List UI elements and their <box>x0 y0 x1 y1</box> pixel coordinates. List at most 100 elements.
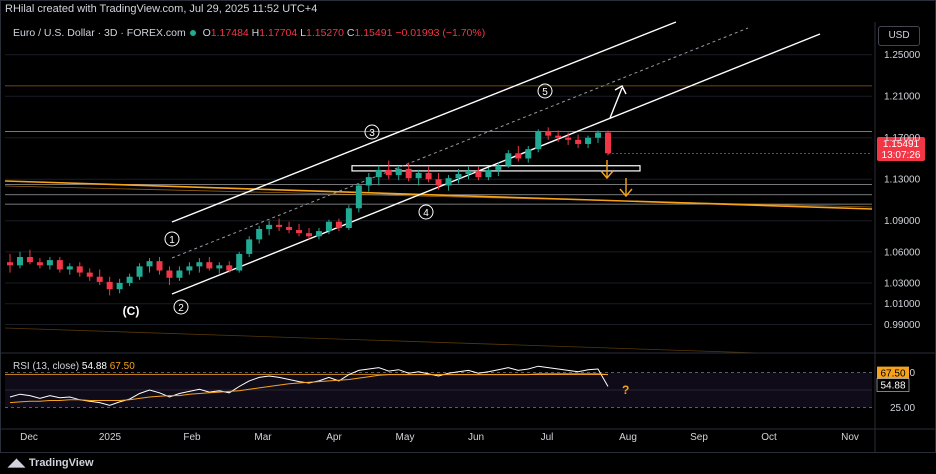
candle-body <box>335 221 342 228</box>
candle-body <box>86 272 93 277</box>
time-tick-label: Dec <box>20 432 38 443</box>
price-tick-label: 0.99000 <box>884 320 921 331</box>
price-tick-label: 1.01000 <box>884 299 921 310</box>
channel-upper-line <box>171 21 677 223</box>
brand-name: TradingView <box>28 457 94 469</box>
candle-body <box>156 261 163 271</box>
price-change: −0.01993 (−1.70%) <box>395 27 486 39</box>
candle-body <box>355 185 362 209</box>
candle-body <box>465 170 472 175</box>
ohlc-value-l: 1.15270 <box>305 27 347 39</box>
candle-body <box>485 169 492 178</box>
ohlc-value-h: 1.17704 <box>259 27 301 39</box>
price-tick-label: 1.17000 <box>884 133 921 144</box>
currency-button[interactable]: USD <box>878 26 920 46</box>
candle-body <box>236 253 243 271</box>
chart-credit: RHilal created with TradingView.com, Jul… <box>5 3 318 15</box>
time-tick-label: Nov <box>841 432 859 443</box>
wave-label-4: 4 <box>423 208 429 219</box>
orange-trendline-secondary <box>4 185 873 208</box>
channel-lower-line <box>171 33 821 295</box>
candle-body <box>345 208 352 228</box>
time-tick-label: Feb <box>183 432 201 443</box>
wave-label-5-circle <box>537 83 553 99</box>
candle-body <box>435 179 442 186</box>
candle-body <box>296 230 303 234</box>
candle-body <box>96 276 103 282</box>
candle-body <box>56 260 63 270</box>
candle-body <box>166 270 173 278</box>
candle-body <box>7 262 13 266</box>
candle-body <box>126 276 133 283</box>
candles-layer <box>7 127 611 296</box>
price-badge-value: 1.15491 <box>883 139 920 150</box>
candle-body <box>415 172 422 179</box>
candle-body <box>266 224 273 230</box>
up-arrow-icon <box>609 87 623 119</box>
candle-body <box>46 260 53 266</box>
candle-body <box>106 281 113 290</box>
candle-body <box>66 266 73 270</box>
orange-trendline <box>4 180 873 210</box>
rsi-value: 54.88 <box>81 361 107 372</box>
ohlc-value-c: 1.15491 <box>354 27 396 39</box>
candle-body <box>525 149 532 159</box>
rsi-badge-value: 54.88 <box>880 381 905 392</box>
rsi-tick-label: 25.00 <box>890 403 915 414</box>
price-tick-label: 1.21000 <box>884 92 921 103</box>
candle-body <box>136 266 143 277</box>
time-tick-label: Apr <box>326 432 342 443</box>
wave-label-2-circle <box>173 299 189 315</box>
price-tick-label: 1.06000 <box>884 247 921 258</box>
wave-label-3: 3 <box>369 128 375 139</box>
rsi-ma-badge-value: 67.50 <box>880 369 905 380</box>
footer-brand[interactable]: ◢◣ TradingView <box>8 456 94 469</box>
candle-body <box>76 266 83 273</box>
candle-body <box>16 257 23 266</box>
symbol-legend: Euro / U.S. Dollar · 3D · FOREX.com O1.1… <box>13 27 485 39</box>
candle-body <box>206 262 213 269</box>
candle-body <box>585 137 592 144</box>
candle-body <box>405 168 412 179</box>
candle-body <box>216 265 223 269</box>
ohlc-key-h: H <box>251 27 260 39</box>
time-axis: Dec 2025 Feb Mar Apr May Jun Jul Aug Sep Oct Nov <box>0 428 936 443</box>
rsi-title[interactable]: RSI (13, close) <box>13 361 80 372</box>
down-arrow-2-icon <box>619 178 633 198</box>
rsi-ma-line <box>9 373 609 404</box>
symbol-title[interactable]: Euro / U.S. Dollar · 3D · FOREX.com <box>13 27 186 39</box>
candle-body <box>535 131 542 150</box>
candle-body <box>256 229 263 240</box>
candle-body <box>146 261 153 267</box>
candle-body <box>505 153 512 166</box>
wave-label-3-circle <box>364 124 380 140</box>
candle-body <box>26 257 33 263</box>
candle-body <box>246 239 253 254</box>
candle-body <box>475 170 482 178</box>
price-tick-label: 1.25000 <box>884 50 921 61</box>
candle-body <box>196 262 203 267</box>
time-tick-label: Mar <box>254 432 272 443</box>
price-badge-timer: 13:07:26 <box>882 150 921 161</box>
rsi-line <box>9 365 609 406</box>
tradingview-logo-icon: ◢◣ <box>8 457 25 469</box>
candle-body <box>445 178 452 186</box>
candle-body <box>385 169 392 176</box>
price-badge <box>877 137 925 161</box>
ohlc-value-o: 1.17484 <box>210 27 252 39</box>
ohlc-key-o: O <box>202 27 211 39</box>
candle-body <box>495 165 502 170</box>
candle-body <box>375 169 382 178</box>
candle-body <box>395 168 402 176</box>
question-mark: ? <box>622 383 629 397</box>
candle-body <box>425 172 432 180</box>
candle-body <box>36 262 43 266</box>
time-tick-label: Jun <box>468 432 484 443</box>
candle-body <box>575 139 582 144</box>
ohlc-key-c: C <box>346 27 355 39</box>
up-arrow-head-icon <box>614 85 627 95</box>
wave-label-1: 1 <box>169 235 175 246</box>
